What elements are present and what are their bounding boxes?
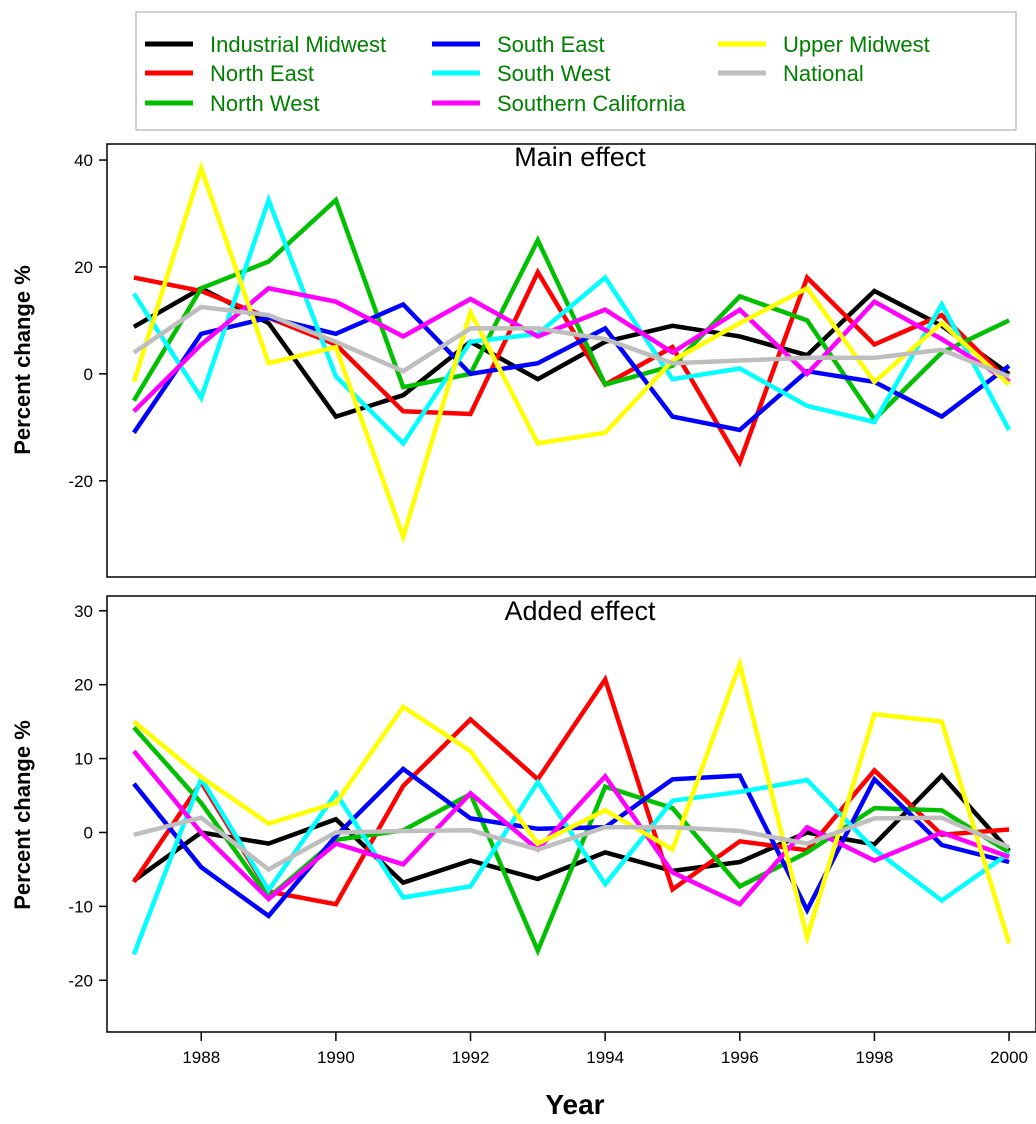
legend-label-industrial-midwest: Industrial Midwest bbox=[210, 32, 386, 57]
added-effect-series-southern-california bbox=[132, 749, 1010, 907]
added-effect-x-axis: 1988 1990 1992 1994 1996 1998 2000 bbox=[182, 1032, 1028, 1067]
main-effect-series-national bbox=[132, 304, 1010, 379]
added-effect-y-label: Percent change % bbox=[10, 720, 35, 910]
x-tick-label: 1994 bbox=[586, 1048, 624, 1067]
x-tick-label: 2000 bbox=[990, 1048, 1028, 1067]
legend-items: Industrial Midwest North East North West So… bbox=[145, 32, 930, 116]
x-tick-label: 1996 bbox=[721, 1048, 759, 1067]
legend-label-national: National bbox=[783, 61, 864, 86]
added-effect-y-tick-label: -10 bbox=[68, 897, 93, 916]
main-effect-series-lines bbox=[131, 160, 1012, 545]
legend-box bbox=[135, 11, 1017, 131]
main-effect-y-tick-label: 0 bbox=[84, 365, 93, 384]
added-effect-panel: -20 -10 0 10 20 30 1988 1990 1992 1994 1996 1998 20… bbox=[10, 595, 1036, 1120]
legend-label-southern-california: Southern California bbox=[497, 91, 686, 116]
legend-label-south-east: South East bbox=[497, 32, 605, 57]
x-tick-label: 1998 bbox=[856, 1048, 894, 1067]
main-effect-y-axis: -20 0 20 40 bbox=[68, 151, 107, 491]
legend: Industrial Midwest North East North West So… bbox=[135, 11, 1017, 131]
x-axis-label: Year bbox=[545, 1089, 604, 1120]
added-effect-plot-frame bbox=[106, 595, 1036, 1033]
x-tick-label: 1990 bbox=[317, 1048, 355, 1067]
main-effect-title: Main effect bbox=[514, 142, 646, 172]
legend-label-north-west: North West bbox=[210, 91, 320, 116]
added-effect-series-lines bbox=[131, 656, 1012, 957]
added-effect-series-south-west bbox=[131, 773, 1011, 956]
x-tick-label: 1988 bbox=[182, 1048, 220, 1067]
main-effect-series-upper-midwest bbox=[131, 160, 1011, 545]
added-effect-y-tick-label: 10 bbox=[74, 750, 93, 769]
main-effect-plot-frame bbox=[106, 143, 1036, 578]
legend-label-upper-midwest: Upper Midwest bbox=[783, 32, 930, 57]
main-effect-y-tick-label: 20 bbox=[74, 258, 93, 277]
added-effect-title: Added effect bbox=[504, 596, 656, 626]
legend-label-south-west: South West bbox=[497, 61, 610, 86]
added-effect-y-tick-label: 20 bbox=[74, 676, 93, 695]
added-effect-series-upper-midwest bbox=[132, 656, 1012, 946]
main-effect-series-industrial-midwest bbox=[132, 285, 1011, 420]
legend-label-north-east: North East bbox=[210, 61, 314, 86]
main-effect-panel: -20 0 20 40 Main effect Percent change % bbox=[10, 142, 1036, 578]
x-tick-label: 1992 bbox=[452, 1048, 490, 1067]
added-effect-y-axis: -20 -10 0 10 20 30 bbox=[68, 602, 107, 990]
main-effect-series-north-west bbox=[131, 196, 1011, 423]
added-effect-series-national bbox=[133, 815, 1011, 873]
added-effect-y-tick-label: -20 bbox=[68, 971, 93, 990]
added-effect-y-tick-label: 0 bbox=[84, 823, 93, 842]
added-effect-y-tick-label: 30 bbox=[74, 602, 93, 621]
main-effect-series-south-west bbox=[132, 193, 1012, 447]
main-effect-y-tick-label: -20 bbox=[68, 472, 93, 491]
main-effect-y-tick-label: 40 bbox=[74, 151, 93, 170]
main-effect-series-southern-california bbox=[132, 285, 1011, 413]
added-effect-series-north-east bbox=[132, 674, 1010, 907]
main-effect-y-label: Percent change % bbox=[10, 265, 35, 455]
